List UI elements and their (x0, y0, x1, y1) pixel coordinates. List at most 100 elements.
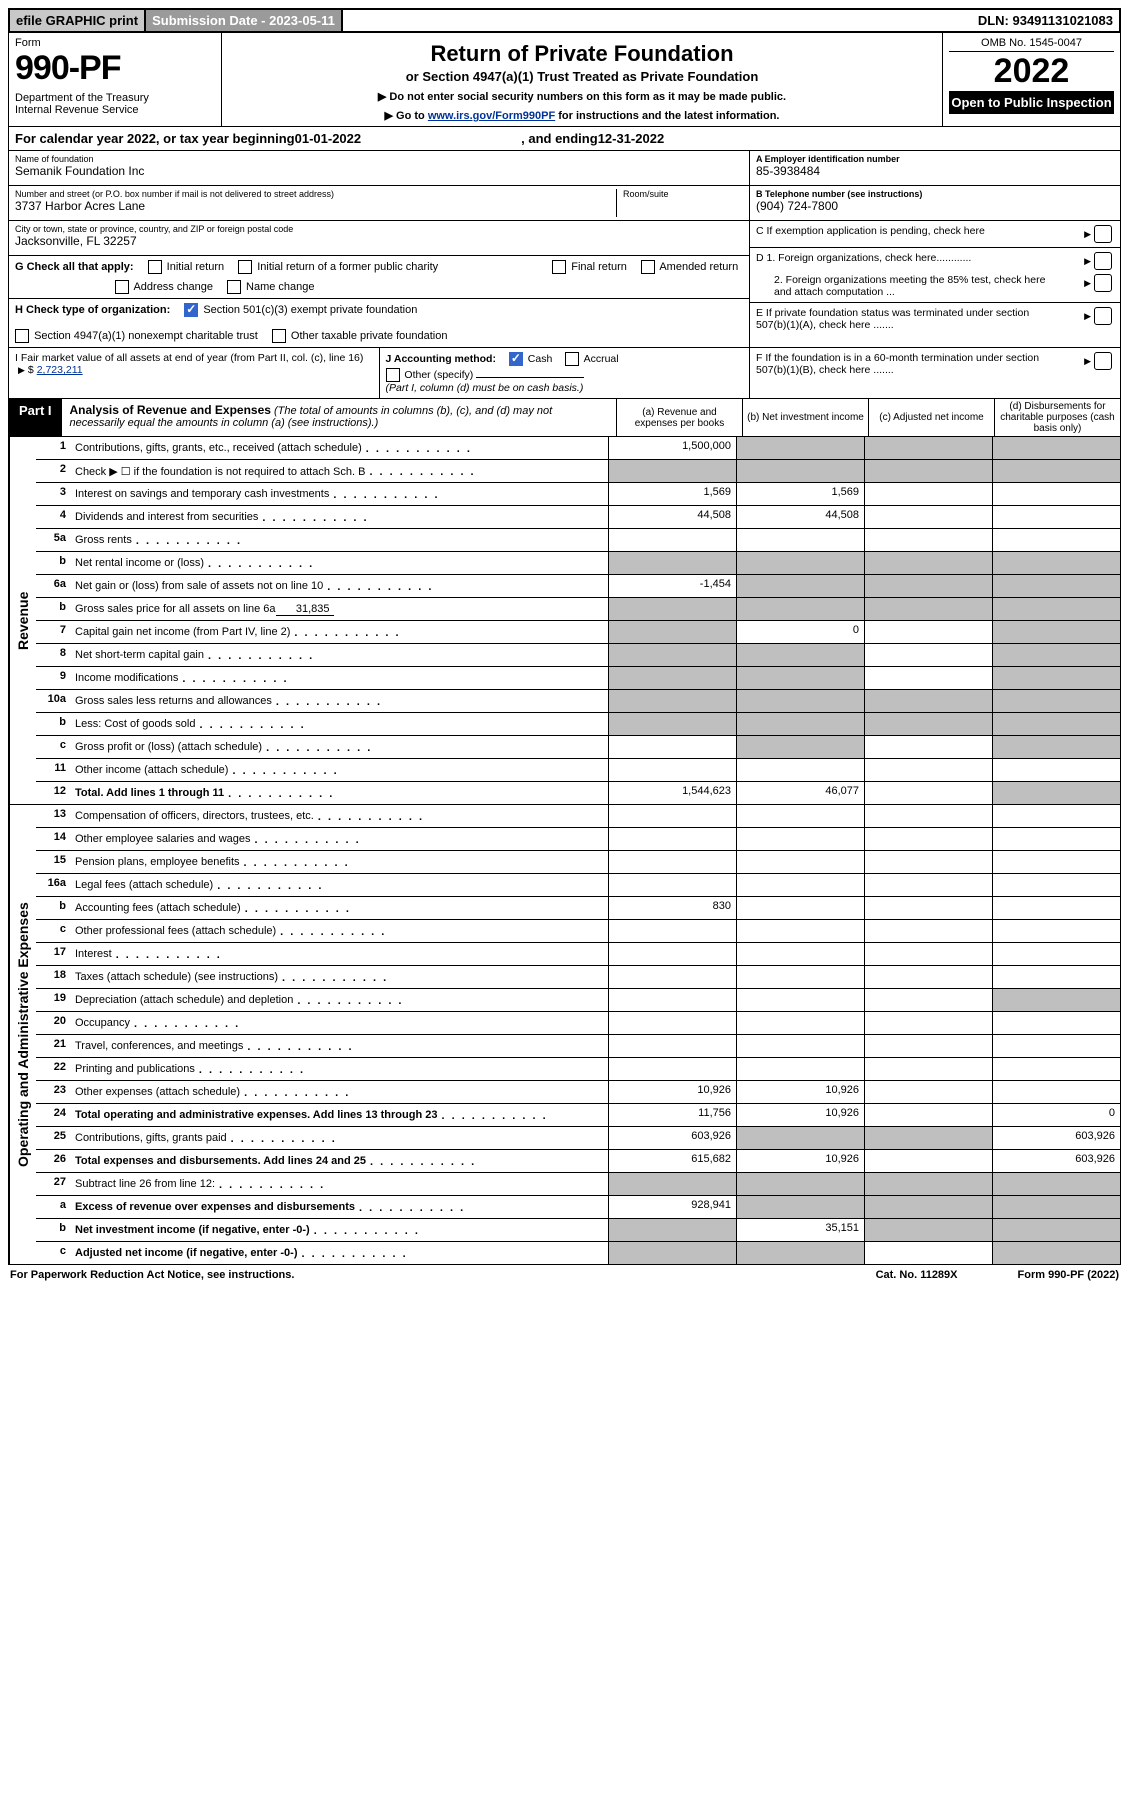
cell-a (608, 874, 736, 896)
line-description: Taxes (attach schedule) (see instruction… (71, 966, 608, 988)
cell-d (992, 437, 1120, 459)
line-description: Gross sales price for all assets on line… (71, 598, 608, 620)
inline-value: 31,835 (276, 603, 334, 616)
g-initial-return-checkbox[interactable] (148, 260, 162, 274)
g-address-checkbox[interactable] (115, 280, 129, 294)
table-row: cOther professional fees (attach schedul… (36, 920, 1120, 943)
table-row: 2Check ▶ ☐ if the foundation is not requ… (36, 460, 1120, 483)
line-description: Check ▶ ☐ if the foundation is not requi… (71, 460, 608, 482)
cell-a: -1,454 (608, 575, 736, 597)
foundation-name: Semanik Foundation Inc (15, 164, 743, 178)
efile-print-button[interactable]: efile GRAPHIC print (10, 10, 146, 31)
line-number: a (36, 1196, 71, 1218)
line-description: Accounting fees (attach schedule) (71, 897, 608, 919)
table-row: 9Income modifications (36, 667, 1120, 690)
cell-b (736, 1058, 864, 1080)
cell-c (864, 644, 992, 666)
line-description: Net short-term capital gain (71, 644, 608, 666)
cell-b: 0 (736, 621, 864, 643)
table-row: 12Total. Add lines 1 through 111,544,623… (36, 782, 1120, 804)
form-note-2: ▶ Go to www.irs.gov/Form990PF for instru… (228, 109, 936, 122)
table-row: 8Net short-term capital gain (36, 644, 1120, 667)
cell-b (736, 989, 864, 1011)
cell-a: 1,569 (608, 483, 736, 505)
cell-c (864, 920, 992, 942)
line-number: b (36, 713, 71, 735)
cell-c (864, 621, 992, 643)
cell-a (608, 1012, 736, 1034)
tel-label: B Telephone number (see instructions) (756, 189, 922, 199)
cell-a (608, 690, 736, 712)
table-row: 11Other income (attach schedule) (36, 759, 1120, 782)
cell-a: 603,926 (608, 1127, 736, 1149)
cell-c (864, 1150, 992, 1172)
revenue-table: Revenue 1Contributions, gifts, grants, e… (8, 437, 1121, 805)
f-checkbox[interactable] (1094, 352, 1112, 370)
cell-d (992, 644, 1120, 666)
cell-a (608, 1173, 736, 1195)
g-opt-2: Final return (571, 261, 627, 273)
col-c-header: (c) Adjusted net income (868, 399, 994, 436)
cell-a: 10,926 (608, 1081, 736, 1103)
i-cell: I Fair market value of all assets at end… (9, 348, 380, 398)
g-opt-1: Initial return of a former public charit… (257, 261, 438, 273)
g-opt-5: Name change (246, 281, 315, 293)
cell-d: 603,926 (992, 1150, 1120, 1172)
line-description: Pension plans, employee benefits (71, 851, 608, 873)
cell-c (864, 943, 992, 965)
cell-d (992, 621, 1120, 643)
g-final-checkbox[interactable] (552, 260, 566, 274)
cell-c (864, 828, 992, 850)
arrow-icon (1084, 255, 1091, 267)
h-opt-2: Other taxable private foundation (291, 330, 448, 342)
cell-a (608, 989, 736, 1011)
cell-a (608, 943, 736, 965)
line-number: 6a (36, 575, 71, 597)
cell-b (736, 529, 864, 551)
cell-a (608, 1242, 736, 1264)
table-row: bNet rental income or (loss) (36, 552, 1120, 575)
cell-d (992, 989, 1120, 1011)
cell-a (608, 759, 736, 781)
d2-checkbox[interactable] (1094, 274, 1112, 292)
table-row: 7Capital gain net income (from Part IV, … (36, 621, 1120, 644)
cell-c (864, 1081, 992, 1103)
expenses-side-label: Operating and Administrative Expenses (9, 805, 36, 1264)
cell-c (864, 874, 992, 896)
h-other-checkbox[interactable] (272, 329, 286, 343)
g-opt-3: Amended return (659, 261, 738, 273)
cell-c (864, 483, 992, 505)
city-label: City or town, state or province, country… (15, 224, 743, 234)
g-amended-checkbox[interactable] (641, 260, 655, 274)
d1-checkbox[interactable] (1094, 252, 1112, 270)
line-number: 1 (36, 437, 71, 459)
line-number: 3 (36, 483, 71, 505)
g-initial-former-checkbox[interactable] (238, 260, 252, 274)
cell-a (608, 1058, 736, 1080)
cell-a: 615,682 (608, 1150, 736, 1172)
irs-link[interactable]: www.irs.gov/Form990PF (428, 110, 555, 122)
h-501c3-checkbox[interactable] (184, 303, 198, 317)
e-checkbox[interactable] (1094, 307, 1112, 325)
fmv-link[interactable]: 2,723,211 (37, 364, 83, 376)
j-label: J Accounting method: (386, 353, 496, 365)
g-name-checkbox[interactable] (227, 280, 241, 294)
table-row: bGross sales price for all assets on lin… (36, 598, 1120, 621)
table-row: 23Other expenses (attach schedule)10,926… (36, 1081, 1120, 1104)
line-description: Depreciation (attach schedule) and deple… (71, 989, 608, 1011)
cell-d (992, 1173, 1120, 1195)
c-checkbox[interactable] (1094, 225, 1112, 243)
line-description: Travel, conferences, and meetings (71, 1035, 608, 1057)
foundation-name-cell: Name of foundation Semanik Foundation In… (9, 151, 749, 186)
cell-a (608, 736, 736, 758)
entity-info: Name of foundation Semanik Foundation In… (8, 151, 1121, 348)
j-cash-checkbox[interactable] (509, 352, 523, 366)
j-accrual-checkbox[interactable] (565, 352, 579, 366)
h-4947-checkbox[interactable] (15, 329, 29, 343)
cell-a (608, 621, 736, 643)
table-row: 3Interest on savings and temporary cash … (36, 483, 1120, 506)
j-other-checkbox[interactable] (386, 368, 400, 382)
g-opt-4: Address change (133, 281, 213, 293)
form-subtitle: or Section 4947(a)(1) Trust Treated as P… (228, 69, 936, 84)
cell-b (736, 1242, 864, 1264)
